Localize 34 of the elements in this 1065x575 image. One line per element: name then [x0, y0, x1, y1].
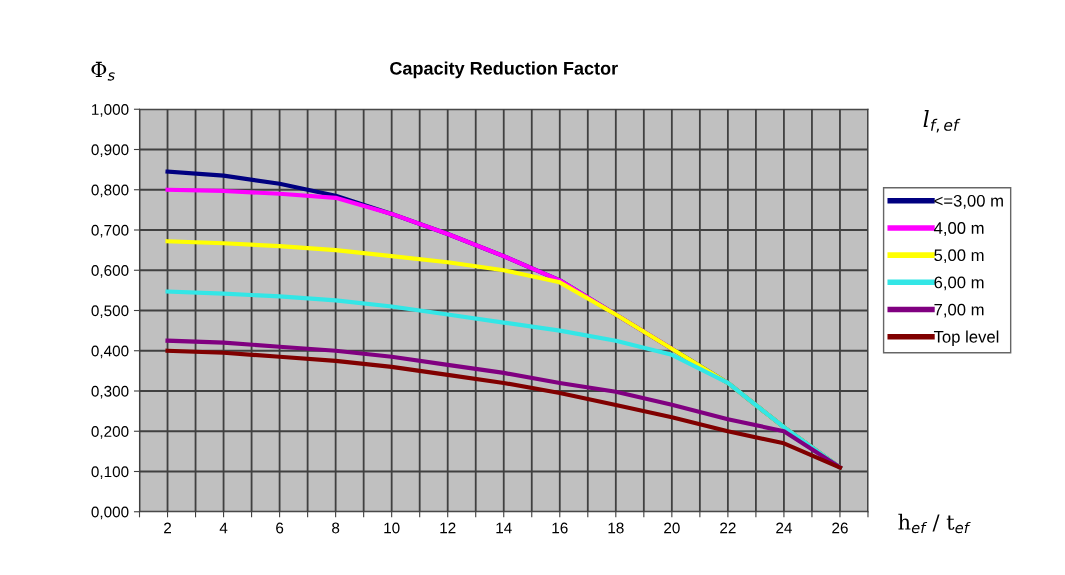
x-tick-label: 2	[164, 522, 172, 534]
x-tick-label: 4	[219, 522, 228, 534]
y-tick-label: 0,500	[91, 305, 129, 318]
legend-label: 4,00 m	[933, 222, 984, 236]
y-tick-label: 0,800	[91, 184, 129, 198]
y-tick-label: 0,900	[91, 144, 129, 157]
y-tick-label: 0,400	[91, 345, 129, 359]
x-tick-label: 22	[720, 522, 736, 534]
y-axis-title: Φ$_{s}$	[91, 61, 115, 81]
y-tick-label: 0,000	[91, 506, 129, 520]
x-axis-title: h$_{ef}$ / t$_{ef}$	[898, 513, 971, 534]
x-tick-label: 24	[776, 522, 792, 534]
legend-label: Top level	[933, 330, 999, 347]
x-tick-label: 18	[608, 522, 624, 534]
x-tick-label: 10	[384, 522, 400, 534]
x-tick-label: 12	[440, 522, 456, 534]
y-tick-label: 0,600	[91, 265, 129, 278]
legend-label: 7,00 m	[934, 303, 984, 318]
x-tick-label: 14	[496, 522, 512, 534]
legend-label: 5,00 m	[934, 249, 984, 264]
x-tick-label: 20	[664, 522, 680, 534]
x-tick-label: 8	[332, 522, 340, 534]
y-tick-label: 1,000	[92, 104, 129, 117]
legend-label: <=3,00 m	[934, 194, 1003, 209]
legend-label: 6,00 m	[934, 276, 984, 291]
y-tick-label: 0,700	[91, 224, 129, 238]
x-tick-label: 16	[552, 522, 568, 534]
y-tick-label: 0,100	[91, 466, 129, 479]
y-tick-label: 0,200	[91, 426, 129, 439]
legend-title: l$_{f,ef}$	[923, 110, 961, 133]
chart-title: Capacity Reduction Factor	[390, 61, 618, 79]
y-tick-label: 0,300	[91, 385, 129, 399]
x-tick-label: 26	[832, 522, 848, 534]
x-tick-label: 6	[276, 522, 284, 534]
